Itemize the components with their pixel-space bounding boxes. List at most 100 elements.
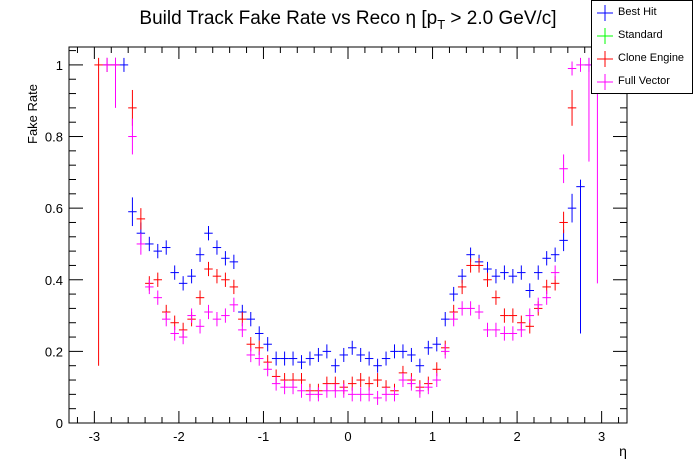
data-point-full-vector (474, 304, 484, 320)
data-point-best-hit (491, 269, 501, 284)
legend: Best Hit Standard Clone Engine Full Vect… (591, 0, 693, 94)
data-point-clone-engine (466, 258, 475, 273)
data-point-full-vector (517, 322, 526, 338)
data-point-full-vector (424, 380, 433, 395)
data-point-best-hit (517, 265, 526, 280)
data-point-best-hit (212, 240, 222, 255)
data-point-full-vector (263, 362, 272, 377)
y-axis-label: Fake Rate (25, 84, 40, 144)
data-point-full-vector (331, 383, 340, 398)
data-point-full-vector (212, 311, 222, 327)
data-point-full-vector (314, 387, 323, 402)
legend-entry-full-vector: Full Vector (592, 71, 692, 94)
data-point-full-vector (364, 387, 374, 402)
legend-label-best-hit: Best Hit (618, 6, 657, 18)
legend-marker-full-vector (597, 74, 613, 90)
data-point-full-vector (221, 308, 230, 323)
data-point-clone-engine (559, 211, 568, 234)
data-point-clone-engine (567, 89, 577, 126)
data-point-best-hit (246, 311, 255, 327)
data-point-full-vector (550, 265, 560, 280)
legend-entry-best-hit: Best Hit (592, 2, 692, 25)
y-tick-label: 0.6 (45, 201, 63, 216)
data-point-best-hit (500, 265, 509, 280)
data-point-clone-engine (483, 272, 492, 287)
data-point-best-hit (424, 340, 433, 355)
data-point-clone-engine (491, 290, 501, 305)
data-point-full-vector (542, 290, 551, 305)
data-point-full-vector (525, 308, 534, 323)
legend-marker-best-hit (597, 5, 613, 21)
data-point-full-vector (339, 383, 348, 398)
data-point-full-vector (466, 301, 475, 316)
data-point-full-vector (170, 326, 179, 341)
chart-title-subscript: T (437, 17, 445, 32)
x-tick-label: 0 (344, 429, 351, 444)
data-point-best-hit (339, 347, 348, 362)
data-point-full-vector (136, 233, 146, 255)
data-point-best-hit (331, 358, 340, 373)
data-point-full-vector (238, 322, 247, 338)
data-point-clone-engine (457, 279, 467, 295)
data-marks (94, 57, 602, 405)
data-point-full-vector (508, 326, 518, 341)
data-point-best-hit (153, 243, 162, 259)
legend-label-full-vector: Full Vector (618, 75, 670, 87)
legend-entry-standard: Standard (592, 25, 692, 48)
data-point-full-vector (195, 319, 205, 334)
x-axis-label: η (619, 443, 627, 459)
data-point-full-vector (229, 297, 239, 312)
x-tick-label: -3 (89, 429, 101, 444)
x-tick-label: -1 (258, 429, 270, 444)
data-point-best-hit (534, 265, 543, 280)
data-point-best-hit (162, 240, 171, 255)
legend-marker-standard (597, 28, 613, 44)
data-point-clone-engine (136, 208, 146, 230)
plot-frame (68, 46, 628, 424)
data-point-best-hit (128, 197, 137, 227)
data-point-best-hit (356, 347, 365, 362)
data-point-best-hit (381, 351, 391, 366)
data-point-full-vector (322, 383, 332, 398)
legend-marker-clone-engine (597, 51, 613, 67)
data-point-best-hit (288, 351, 298, 366)
data-point-best-hit (280, 351, 289, 366)
data-point-best-hit (432, 337, 441, 352)
data-point-full-vector (356, 387, 365, 402)
data-point-best-hit (525, 283, 534, 298)
series-full-vector (102, 57, 602, 405)
data-point-best-hit (204, 226, 213, 241)
y-axis: 0 0.2 0.4 0.6 0.8 1 (45, 50, 627, 431)
data-point-full-vector (491, 322, 501, 338)
data-point-full-vector (534, 297, 543, 312)
data-point-clone-engine (500, 308, 509, 323)
data-point-full-vector (128, 118, 137, 155)
data-point-best-hit (221, 251, 230, 266)
data-point-clone-engine (474, 258, 484, 273)
data-point-clone-engine (356, 373, 365, 388)
data-point-full-vector (178, 329, 188, 345)
data-point-full-vector (204, 304, 213, 320)
series-clone-engine (94, 57, 577, 398)
data-point-clone-engine (153, 272, 162, 287)
data-point-best-hit (314, 347, 323, 362)
data-point-full-vector (111, 57, 120, 108)
data-point-best-hit (195, 247, 205, 262)
data-point-full-vector (398, 373, 408, 388)
data-point-best-hit (550, 247, 560, 262)
data-point-best-hit (229, 254, 239, 270)
data-point-best-hit (255, 326, 264, 341)
data-point-best-hit (508, 269, 518, 284)
chart-title: Build Track Fake Rate vs Reco η [pT > 2.… (139, 8, 556, 32)
data-point-best-hit (297, 355, 306, 370)
data-point-best-hit (119, 57, 129, 72)
data-point-clone-engine (373, 373, 382, 388)
data-point-full-vector (271, 376, 281, 391)
x-tick-label: 1 (429, 429, 436, 444)
data-point-clone-engine (508, 308, 518, 323)
data-point-best-hit (271, 351, 281, 366)
data-point-full-vector (381, 387, 391, 402)
data-point-full-vector (559, 154, 568, 184)
x-tick-label: -2 (173, 429, 185, 444)
data-point-full-vector (407, 376, 416, 391)
